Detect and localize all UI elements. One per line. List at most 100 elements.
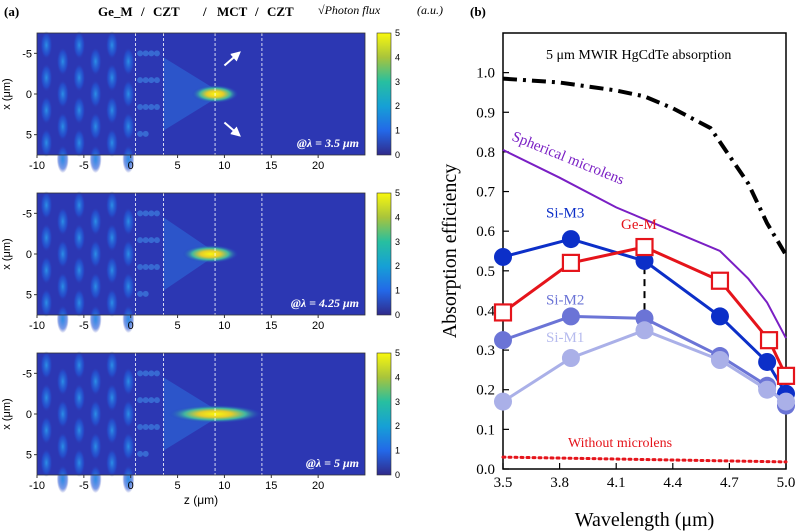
y-tick-label: 5 xyxy=(26,450,32,462)
field-blob xyxy=(56,305,69,334)
field-blob xyxy=(105,223,118,252)
field-blob xyxy=(56,207,69,236)
colorbar-tick-label: 0 xyxy=(395,310,400,320)
y-tick-label: 0 xyxy=(26,249,32,261)
scatter-spot xyxy=(142,130,149,137)
x-tick-label: -10 xyxy=(29,480,45,492)
field-blob xyxy=(89,47,102,76)
field-blob xyxy=(89,272,102,301)
y-tick-label: 0.3 xyxy=(476,343,495,359)
x-tick-label: 20 xyxy=(312,480,324,492)
series-si-m1 xyxy=(494,321,795,411)
x-tick-label: -5 xyxy=(79,480,89,492)
colorbar-tick-label: 1 xyxy=(395,446,400,456)
field-blob xyxy=(105,288,118,317)
x-tick-label: 0 xyxy=(128,160,134,172)
colorbar-tick-label: 2 xyxy=(395,261,400,271)
y-tick-label: 0.9 xyxy=(476,105,495,121)
field-blob xyxy=(122,272,135,301)
field-blob xyxy=(105,256,118,285)
y-tick-label: 0 xyxy=(26,89,32,101)
x-tick-label: -10 xyxy=(29,160,45,172)
field-blob xyxy=(105,128,118,157)
series-without-microlens xyxy=(501,455,788,464)
scatter-spot xyxy=(153,397,160,404)
field-blob xyxy=(56,112,69,141)
x-tick-label: 5 xyxy=(175,320,181,332)
colorbar-tick-label: 1 xyxy=(395,286,400,296)
colorbar-tick-label: 1 xyxy=(395,126,400,136)
x-tick-label: 4.4 xyxy=(663,475,682,491)
layer-header: Ge_M / CZT / MCT / CZT xyxy=(98,4,294,19)
series-label: Without microlens xyxy=(568,436,672,451)
annotation-arrow xyxy=(223,51,241,67)
x-tick-label: -10 xyxy=(29,320,45,332)
y-tick-label: 0.0 xyxy=(476,462,495,478)
scatter-spot xyxy=(153,264,160,271)
scatter-spot xyxy=(148,264,155,271)
field-blob xyxy=(122,367,135,396)
x-tick-label: 10 xyxy=(218,480,230,492)
series-label: Si-M1 xyxy=(546,330,584,346)
field-blob xyxy=(105,63,118,92)
heatmap-panel-2: @λ = 4.25 μm -10 -5 0 5 10 15 20 -5 0 5 x (μm) 0 1 2 3 4… xyxy=(1,188,400,334)
annotation-arrow xyxy=(223,121,241,137)
field-blob xyxy=(105,31,118,60)
field-blob xyxy=(89,305,102,334)
field-blob xyxy=(89,400,102,428)
field-blob xyxy=(40,96,53,125)
scatter-spot xyxy=(148,397,155,404)
x-tick-label: 20 xyxy=(312,320,324,332)
data-point xyxy=(494,247,512,266)
x-tick-label: 20 xyxy=(312,160,324,172)
field-blob xyxy=(89,112,102,141)
scatter-spot xyxy=(137,104,144,111)
colorbar-tick-label: 0 xyxy=(395,470,400,480)
flux-label: √Photon flux xyxy=(318,3,381,17)
y-tick-label: 0.8 xyxy=(476,145,495,161)
y-tick-label: -5 xyxy=(22,368,32,380)
field-blob xyxy=(40,288,53,317)
colorbar xyxy=(376,192,392,316)
layer-czt-2: CZT xyxy=(267,4,294,19)
flux-units: (a.u.) xyxy=(417,3,443,17)
field-blob xyxy=(40,63,53,92)
field-blob xyxy=(40,128,53,157)
data-point xyxy=(494,331,512,350)
field-blob xyxy=(56,432,69,461)
field-blob xyxy=(105,191,118,220)
data-point xyxy=(710,271,730,290)
field-blob xyxy=(73,448,86,477)
series-si-m3 xyxy=(494,230,795,403)
colorbar-tick-label: 4 xyxy=(395,212,400,222)
scatter-spot xyxy=(137,50,144,57)
series-label: 5 μm MWIR HgCdTe absorption xyxy=(546,48,731,63)
layer-mct: MCT xyxy=(217,4,248,19)
series-line xyxy=(502,149,787,339)
field-blob xyxy=(122,465,135,494)
series-spherical-microlens xyxy=(502,149,787,339)
colorbar-tick-label: 5 xyxy=(395,188,400,198)
panel-a-label: (a) xyxy=(4,4,19,19)
scatter-spot xyxy=(153,424,160,431)
x-axis-label: z (μm) xyxy=(184,493,218,507)
colorbar-tick-label: 5 xyxy=(395,348,400,358)
field-blob xyxy=(105,351,118,380)
scatter-spot xyxy=(142,237,149,244)
field-blob xyxy=(122,400,135,428)
x-tick-label: -5 xyxy=(79,160,89,172)
data-point xyxy=(561,230,580,249)
data-point xyxy=(759,331,779,350)
x-tick-label: 5.0 xyxy=(777,475,796,491)
scatter-spot xyxy=(148,50,155,57)
field-blob xyxy=(56,465,69,494)
data-point xyxy=(776,366,796,385)
scatter-spot xyxy=(142,290,149,297)
scatter-spot xyxy=(142,370,149,377)
field-blob xyxy=(40,448,53,477)
field-blob xyxy=(122,47,135,76)
scatter-spot xyxy=(153,77,160,84)
